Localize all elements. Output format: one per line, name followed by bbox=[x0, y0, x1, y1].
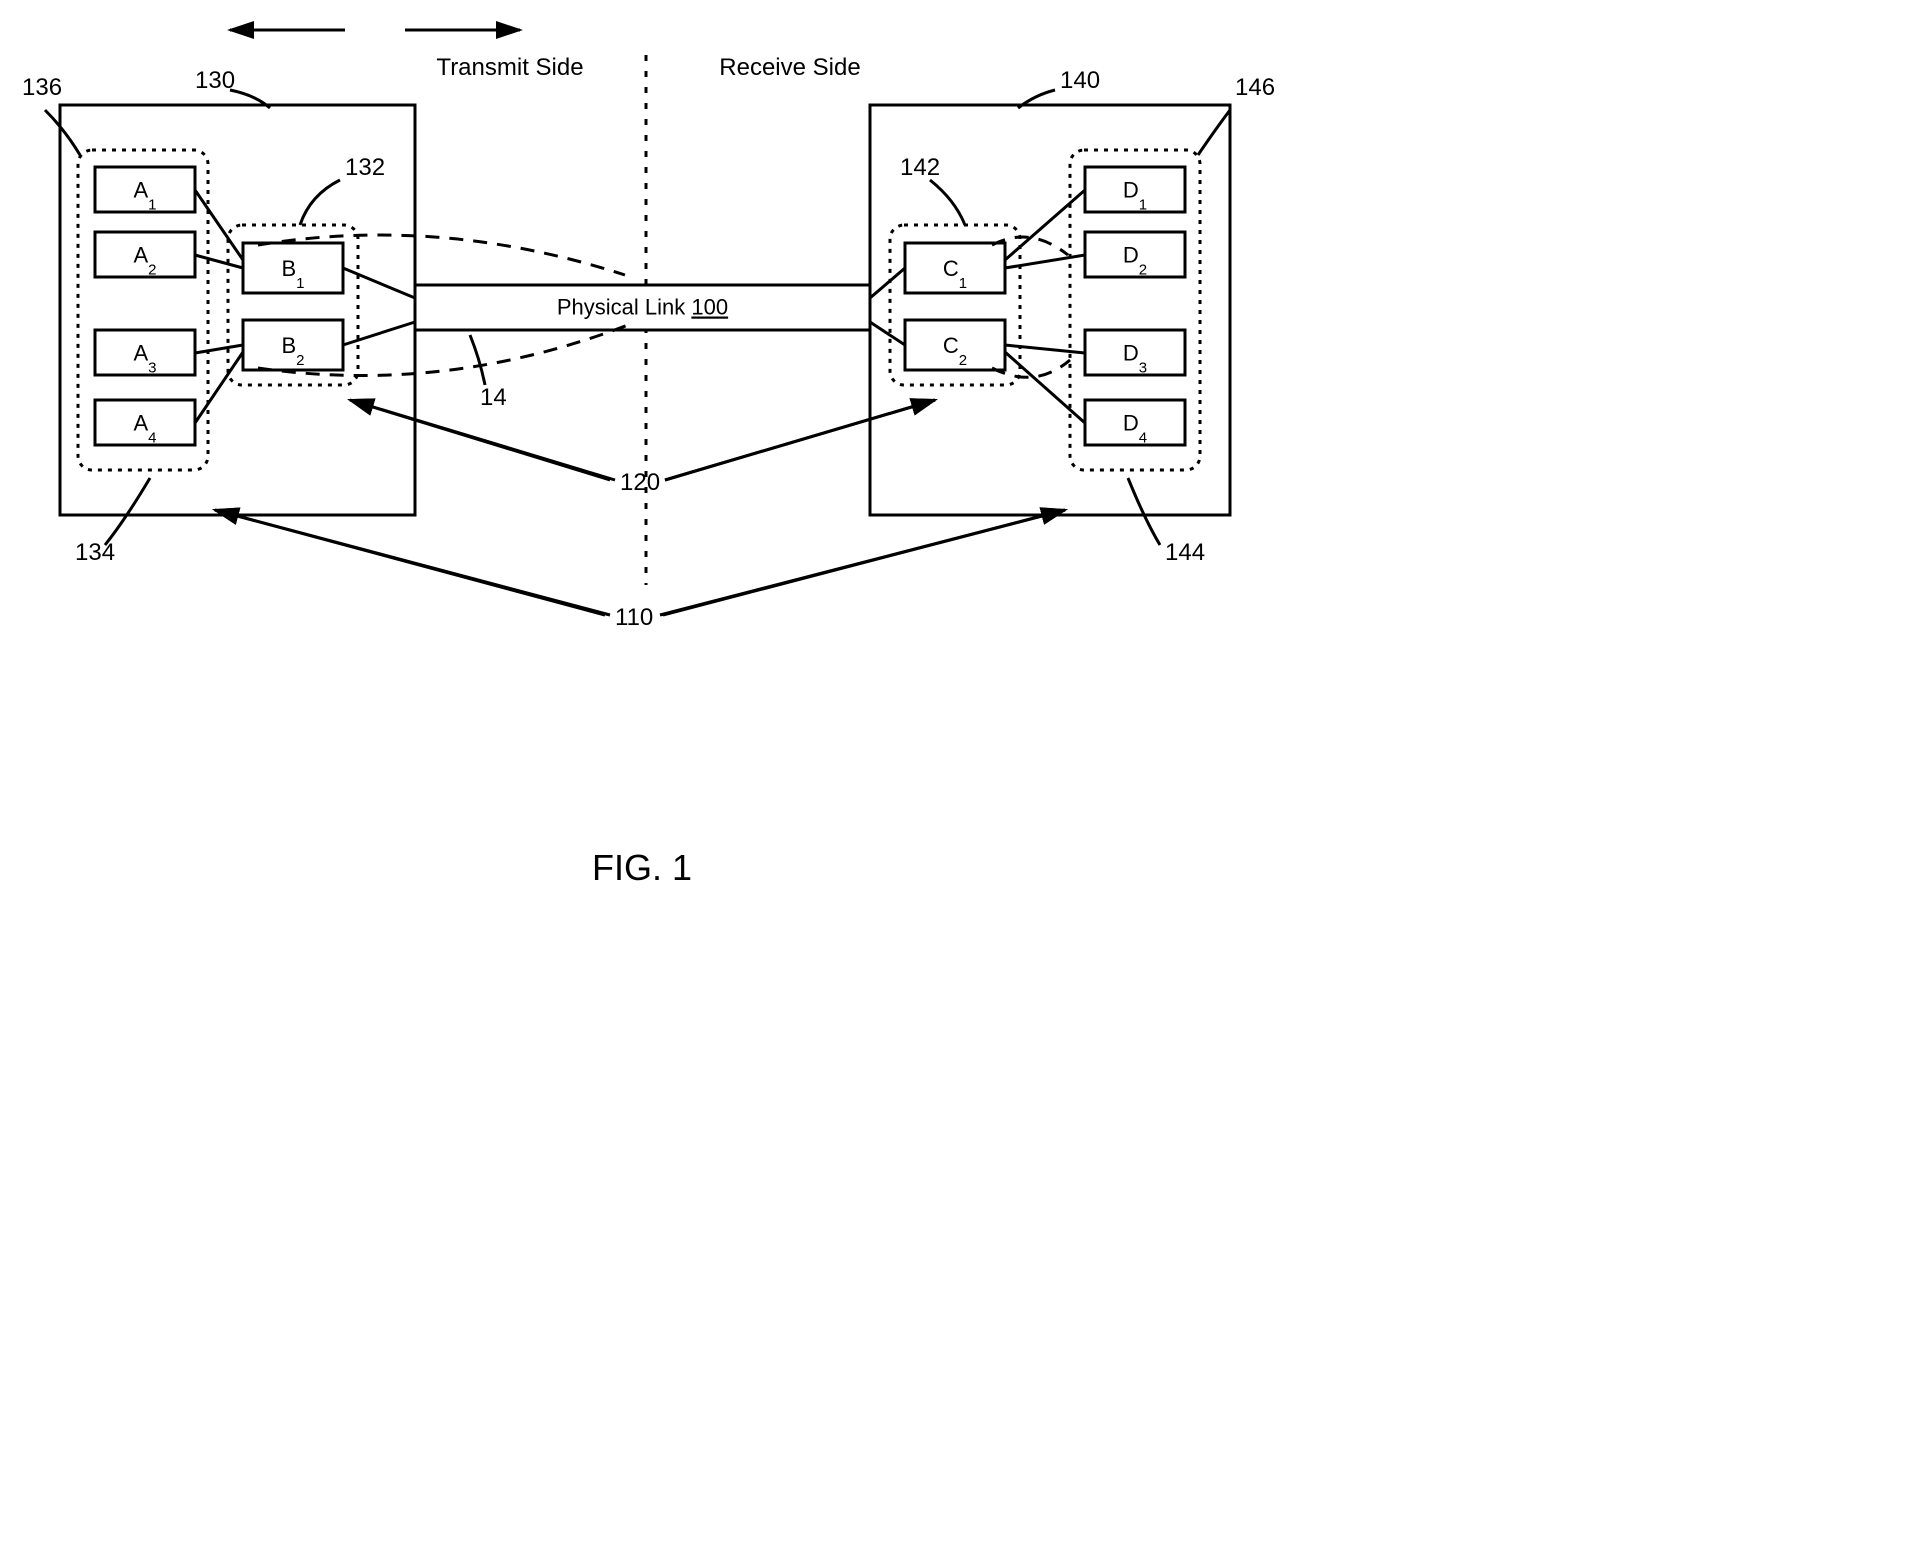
box-a2-label: A2 bbox=[133, 242, 156, 279]
callout-134-leader bbox=[105, 478, 150, 545]
callout-146-leader bbox=[1198, 110, 1230, 155]
box-b2-label: B2 bbox=[281, 333, 304, 370]
group-c-dotted bbox=[890, 225, 1020, 385]
box-a4-label: A4 bbox=[133, 410, 156, 447]
callout-146-label: 146 bbox=[1235, 74, 1275, 101]
box-d4-label: D4 bbox=[1123, 410, 1147, 447]
callout-136-leader bbox=[45, 110, 80, 155]
box-b1-label: B1 bbox=[281, 256, 304, 293]
physical-link-label: Physical Link 100 bbox=[557, 295, 728, 320]
box-d3-label: D3 bbox=[1123, 340, 1147, 377]
callout-144-label: 144 bbox=[1165, 539, 1205, 566]
box-d2-label: D2 bbox=[1123, 242, 1147, 279]
callout-136-label: 136 bbox=[22, 74, 62, 101]
box-a3-label: A3 bbox=[133, 340, 156, 377]
callout-132-leader bbox=[300, 180, 340, 225]
transmit-side-label: Transmit Side bbox=[436, 54, 583, 81]
callout-140-label: 140 bbox=[1060, 67, 1100, 94]
callout-120-label: 120 bbox=[620, 469, 660, 496]
callout-134-label: 134 bbox=[75, 539, 115, 566]
callout-142-label: 142 bbox=[900, 154, 940, 181]
box-c2-label: C2 bbox=[943, 333, 967, 370]
box-d1-label: D1 bbox=[1123, 177, 1147, 214]
callout-14-leader bbox=[470, 335, 485, 385]
callout-142-leader bbox=[930, 180, 965, 225]
callout-14-label: 14 bbox=[480, 384, 507, 411]
group-b-dotted bbox=[228, 225, 358, 385]
figure-1-diagram: Transmit Side Receive Side A1 A2 A3 A4 B1 B2 C1 C… bbox=[0, 0, 1284, 1030]
box-a1-label: A1 bbox=[133, 177, 156, 214]
callout-130-label: 130 bbox=[195, 67, 235, 94]
receive-side-label: Receive Side bbox=[719, 54, 860, 81]
callout-132-label: 132 bbox=[345, 154, 385, 181]
box-c1-label: C1 bbox=[943, 256, 967, 293]
figure-label: FIG. 1 bbox=[592, 847, 692, 888]
callout-110-label: 110 bbox=[615, 604, 653, 631]
callout-144-leader bbox=[1128, 478, 1160, 545]
